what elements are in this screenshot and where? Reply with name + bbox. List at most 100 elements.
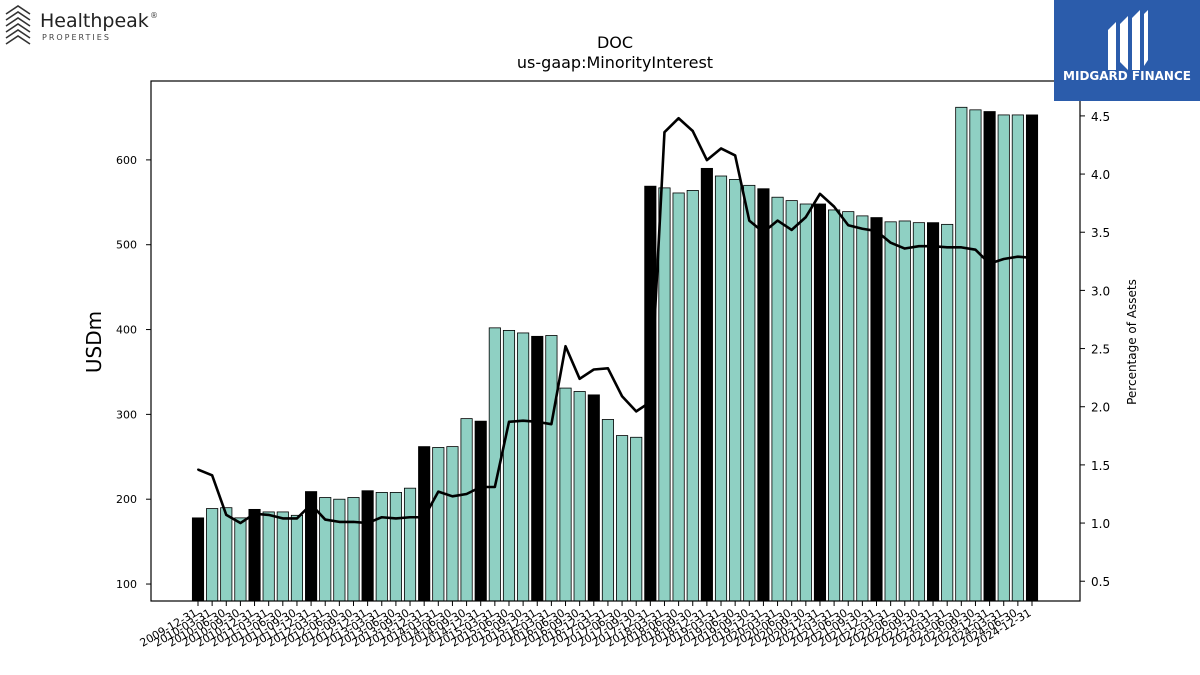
plot-frame [150,80,1081,602]
line-point-2015-09-30 [522,419,525,422]
line-point-2017-12-31 [649,401,652,404]
bar-2014-06-30 [446,446,459,602]
bar-2014-03-31 [432,447,445,602]
line-point-2011-03-31 [267,513,270,516]
bar-2019-03-31 [714,175,728,602]
line-point-2010-03-31 [211,474,214,477]
midgard-monogram-icon [1108,10,1148,70]
line-point-2017-06-30 [621,395,624,398]
y-tick-label: 300 [116,408,137,421]
line-point-2014-12-31 [479,486,482,488]
line-point-2013-09-30 [409,516,412,519]
line-point-2012-06-30 [338,520,341,523]
bar-2015-09-30 [517,332,530,602]
bar-2017-06-30 [616,435,629,602]
percentage-of-assets-line [197,116,1033,525]
bar-2010-09-30 [234,517,247,602]
bar-2015-06-30 [502,329,516,602]
bar-2013-12-31 [418,446,431,602]
chart-subtitle: us-gaap:MinorityInterest [517,53,713,72]
line-point-2021-09-30 [861,227,864,230]
line-point-2020-03-31 [776,219,779,222]
line-point-2012-09-30 [352,520,355,523]
line-point-2021-03-31 [833,205,836,208]
line-point-2022-06-30 [903,247,906,250]
healthpeak-logo: Healthpeak ® PROPERTIES [5,5,158,45]
line-point-2024-03-31 [1002,257,1005,260]
bar-2011-06-30 [276,511,289,602]
bar-2015-12-31 [531,335,544,602]
bar-2023-06-30 [955,106,968,602]
bar-2012-09-30 [347,497,360,602]
line-point-2010-12-31 [253,512,256,515]
line-point-2013-12-31 [423,516,426,519]
bar-2013-06-30 [389,492,402,602]
bar-2022-06-30 [898,220,911,602]
line-point-2020-12-31 [818,192,821,195]
bar-2020-06-30 [785,200,798,602]
line-point-2018-03-31 [663,131,666,134]
line-point-2016-03-31 [550,423,553,426]
bar-2019-09-30 [743,184,756,602]
y2-axis-label: Percentage of Assets [1125,279,1139,405]
line-point-2019-09-30 [748,219,751,222]
bar-2019-06-30 [729,178,742,602]
bar-2011-09-30 [290,514,304,602]
line-point-2015-12-31 [536,420,539,423]
line-point-2011-06-30 [281,517,284,520]
line-point-2022-12-31 [932,245,935,248]
line-point-2015-06-30 [507,420,510,423]
line-point-2021-12-31 [875,230,878,233]
line-point-2014-06-30 [451,495,454,498]
line-point-2011-12-31 [310,503,313,506]
y2-tick-label: 4.0 [1091,168,1110,182]
line-point-2022-03-31 [889,241,892,244]
bar-2016-03-31 [545,335,558,602]
line-point-2010-09-30 [239,522,242,525]
bar-2018-03-31 [658,187,671,602]
bar-2021-09-30 [856,215,869,602]
bar-2016-09-30 [573,391,586,602]
line-layer [197,116,1033,525]
bar-2018-12-31 [700,167,713,602]
line-point-2016-12-31 [592,368,595,371]
bar-2014-09-30 [460,418,473,602]
line-point-2019-06-30 [734,154,737,157]
healthpeak-subtitle: PROPERTIES [42,33,111,42]
line-point-2020-06-30 [790,228,793,231]
bar-2011-03-31 [262,511,275,602]
bar-2012-06-30 [333,498,346,602]
midgard-wordmark: MIDGARD FINANCE [1063,69,1191,83]
chart-title: DOC [597,33,633,52]
y2-tick-label: 3.0 [1091,284,1110,298]
line-point-2023-09-30 [974,248,977,251]
bar-2021-06-30 [842,211,855,602]
bar-2020-03-31 [771,196,784,602]
bar-2010-06-30 [220,507,233,602]
line-point-2016-09-30 [578,377,581,380]
y-tick-label: 200 [116,493,137,506]
stacked-chevrons-icon [5,5,31,45]
line-point-2009-12-31 [197,468,199,471]
line-point-2014-03-31 [437,490,440,493]
y-tick-label: 600 [116,154,137,167]
line-point-2013-03-31 [380,516,383,519]
line-point-2012-03-31 [324,518,327,521]
y2-tick-label: 4.5 [1091,110,1110,124]
bar-2022-09-30 [912,222,925,602]
line-point-2020-09-30 [804,216,807,219]
healthpeak-wordmark: Healthpeak [40,10,149,32]
bar-2017-09-30 [630,436,643,602]
line-point-2011-09-30 [295,517,298,520]
bar-2013-09-30 [403,487,417,602]
bar-2013-03-31 [375,492,388,602]
y2-tick-label: 3.5 [1091,226,1110,240]
line-point-2024-12-31 [1031,256,1033,259]
bar-2020-09-30 [799,203,812,602]
line-point-2016-06-30 [564,345,567,348]
bar-2024-12-31 [1025,114,1039,602]
line-point-2010-06-30 [225,513,228,516]
midgard-finance-logo: MIDGARD FINANCE [1054,0,1200,101]
bar-2017-03-31 [601,419,614,602]
